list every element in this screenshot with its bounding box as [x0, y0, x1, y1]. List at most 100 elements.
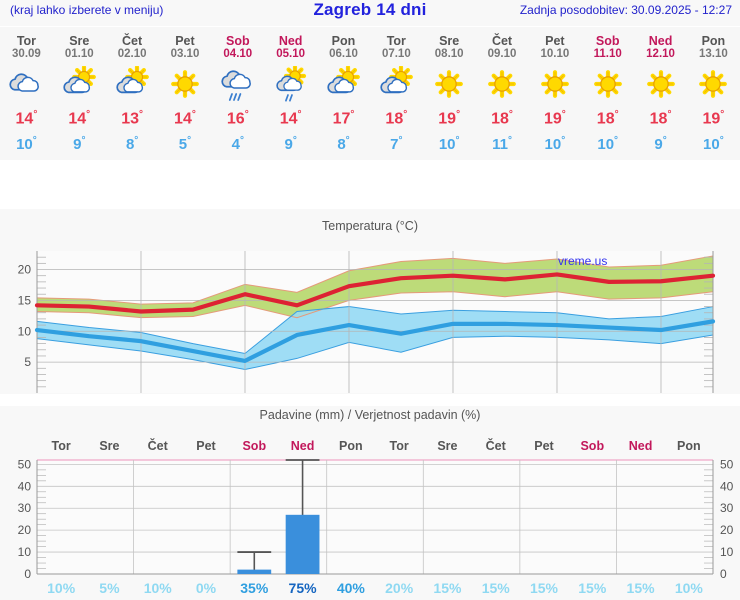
- svg-text:Pet: Pet: [534, 439, 554, 453]
- page-header: (kraj lahko izberete v meniju) Zagreb 14…: [0, 0, 740, 25]
- forecast-day-column[interactable]: Ned 05.10 14° 9°: [264, 27, 317, 155]
- section-divider-1: [0, 160, 740, 209]
- temp-min: 5°: [178, 135, 192, 154]
- temp-max: 18°: [596, 109, 619, 128]
- cloudy-icon: [0, 64, 53, 104]
- partly-sunny-icon: [106, 64, 159, 104]
- sunny-icon: [687, 64, 740, 104]
- svg-text:30: 30: [18, 501, 32, 515]
- forecast-day-column[interactable]: Čet 02.10 13° 8°: [106, 27, 159, 155]
- day-name: Pon: [701, 34, 726, 48]
- temp-max: 17°: [332, 109, 355, 128]
- svg-text:Sre: Sre: [99, 439, 119, 453]
- svg-text:75%: 75%: [289, 580, 318, 596]
- page-title: Zagreb 14 dni: [313, 0, 427, 19]
- temp-max: 14°: [15, 109, 38, 128]
- day-name: Sre: [439, 34, 460, 48]
- partly-sunny-icon: [370, 64, 423, 104]
- svg-text:Sob: Sob: [242, 439, 266, 453]
- precipitation-chart: Tor Sre Čet Pet Sob Ned Pon Tor Sre Čet Pet Sob Ned P…: [18, 438, 734, 596]
- forecast-day-column[interactable]: Tor 30.09 14° 10°: [0, 27, 53, 155]
- svg-text:Sob: Sob: [580, 439, 604, 453]
- svg-text:50: 50: [720, 457, 734, 471]
- svg-text:0: 0: [24, 567, 31, 581]
- temp-min: 8°: [337, 135, 350, 154]
- forecast-day-column[interactable]: Pon 06.10 17° 8°: [317, 27, 370, 155]
- svg-text:40: 40: [18, 479, 32, 493]
- day-date: 08.10: [434, 48, 464, 60]
- forecast-day-column[interactable]: Sre 01.10 14° 9°: [53, 27, 106, 155]
- svg-text:20: 20: [720, 523, 734, 537]
- last-update-text: Zadnja posodobitev: 30.09.2025 - 12:27: [519, 3, 732, 17]
- temperature-chart: 5 10 15 20 vreme.us: [18, 251, 716, 393]
- svg-text:10: 10: [720, 545, 734, 559]
- svg-text:30: 30: [720, 501, 734, 515]
- forecast-day-column[interactable]: Ned 12.10 18° 9°: [634, 27, 687, 155]
- svg-text:40%: 40%: [337, 580, 366, 596]
- day-date: 01.10: [64, 48, 94, 60]
- temp-min: 9°: [73, 135, 86, 154]
- section-divider-2: [0, 394, 740, 406]
- forecast-day-column[interactable]: Sre 08.10 19° 10°: [423, 27, 476, 155]
- temp-max: 14°: [279, 109, 302, 128]
- svg-text:20: 20: [18, 523, 32, 537]
- day-date: 05.10: [276, 48, 306, 60]
- day-date: 07.10: [381, 48, 411, 60]
- day-date: 11.10: [593, 48, 622, 60]
- svg-text:Ned: Ned: [291, 439, 315, 453]
- svg-text:Tor: Tor: [390, 439, 409, 453]
- day-date: 02.10: [117, 48, 147, 60]
- precipitation-chart-panel: Padavine (mm) / Verjetnost padavin (%) T…: [0, 406, 740, 600]
- svg-text:5: 5: [24, 355, 31, 369]
- temp-min: 10°: [16, 135, 37, 154]
- forecast-day-column[interactable]: Pet 10.10 19° 10°: [528, 27, 581, 155]
- day-date: 10.10: [540, 48, 570, 60]
- temp-max: 14°: [174, 109, 196, 128]
- day-name: Ned: [648, 34, 673, 48]
- svg-text:Pon: Pon: [339, 439, 363, 453]
- temp-max: 16°: [226, 109, 249, 128]
- sunny-icon: [581, 64, 634, 104]
- temp-min: 9°: [654, 135, 667, 154]
- forecast-day-column[interactable]: Sob 11.10 18° 10°: [581, 27, 634, 155]
- forecast-day-column[interactable]: Pet 03.10 14° 5°: [159, 27, 212, 155]
- temp-max: 18°: [649, 109, 672, 128]
- svg-text:Ned: Ned: [629, 439, 653, 453]
- day-name: Čet: [491, 34, 513, 48]
- temp-min: 7°: [390, 135, 403, 154]
- temp-min: 4°: [231, 135, 244, 154]
- day-name: Sob: [595, 34, 620, 48]
- day-name: Ned: [278, 34, 303, 48]
- sunny-icon: [423, 64, 476, 104]
- forecast-day-column[interactable]: Tor 07.10 18° 7°: [370, 27, 423, 155]
- svg-text:40: 40: [720, 479, 734, 493]
- day-date: 09.10: [487, 48, 517, 60]
- day-date: 13.10: [699, 48, 728, 60]
- svg-text:Čet: Čet: [486, 438, 507, 453]
- sunny-icon: [634, 64, 687, 104]
- svg-text:10%: 10%: [675, 580, 704, 596]
- svg-text:vreme.us: vreme.us: [558, 254, 607, 268]
- daily-forecast-strip: Tor 30.09 14° 10° Sre 01.10 14° 9° Čet 02.10 13…: [0, 26, 740, 160]
- forecast-day-column[interactable]: Pon 13.10 19° 10°: [687, 27, 740, 155]
- temp-min: 10°: [438, 135, 460, 154]
- day-name: Tor: [16, 34, 37, 48]
- day-date: 12.10: [646, 48, 675, 60]
- svg-text:10%: 10%: [144, 580, 173, 596]
- temperature-chart-panel: Temperatura (°C) 5 10 15 20 vreme.us: [0, 209, 740, 394]
- sun-rain-icon: [264, 64, 317, 104]
- temperature-chart-title: Temperatura (°C): [322, 219, 418, 233]
- svg-text:5%: 5%: [99, 580, 120, 596]
- forecast-day-column[interactable]: Čet 09.10 18° 11°: [476, 27, 529, 155]
- svg-text:10: 10: [18, 324, 32, 338]
- svg-text:0: 0: [720, 567, 727, 581]
- temp-max: 19°: [438, 109, 461, 128]
- svg-text:Sre: Sre: [437, 439, 457, 453]
- day-date: 06.10: [329, 48, 358, 60]
- svg-text:15%: 15%: [482, 580, 511, 596]
- day-name: Pet: [545, 34, 565, 48]
- day-name: Sre: [69, 34, 90, 48]
- forecast-day-column[interactable]: Sob 04.10 16° 4°: [211, 27, 264, 155]
- temp-min: 9°: [284, 135, 297, 154]
- sunny-icon: [528, 64, 581, 104]
